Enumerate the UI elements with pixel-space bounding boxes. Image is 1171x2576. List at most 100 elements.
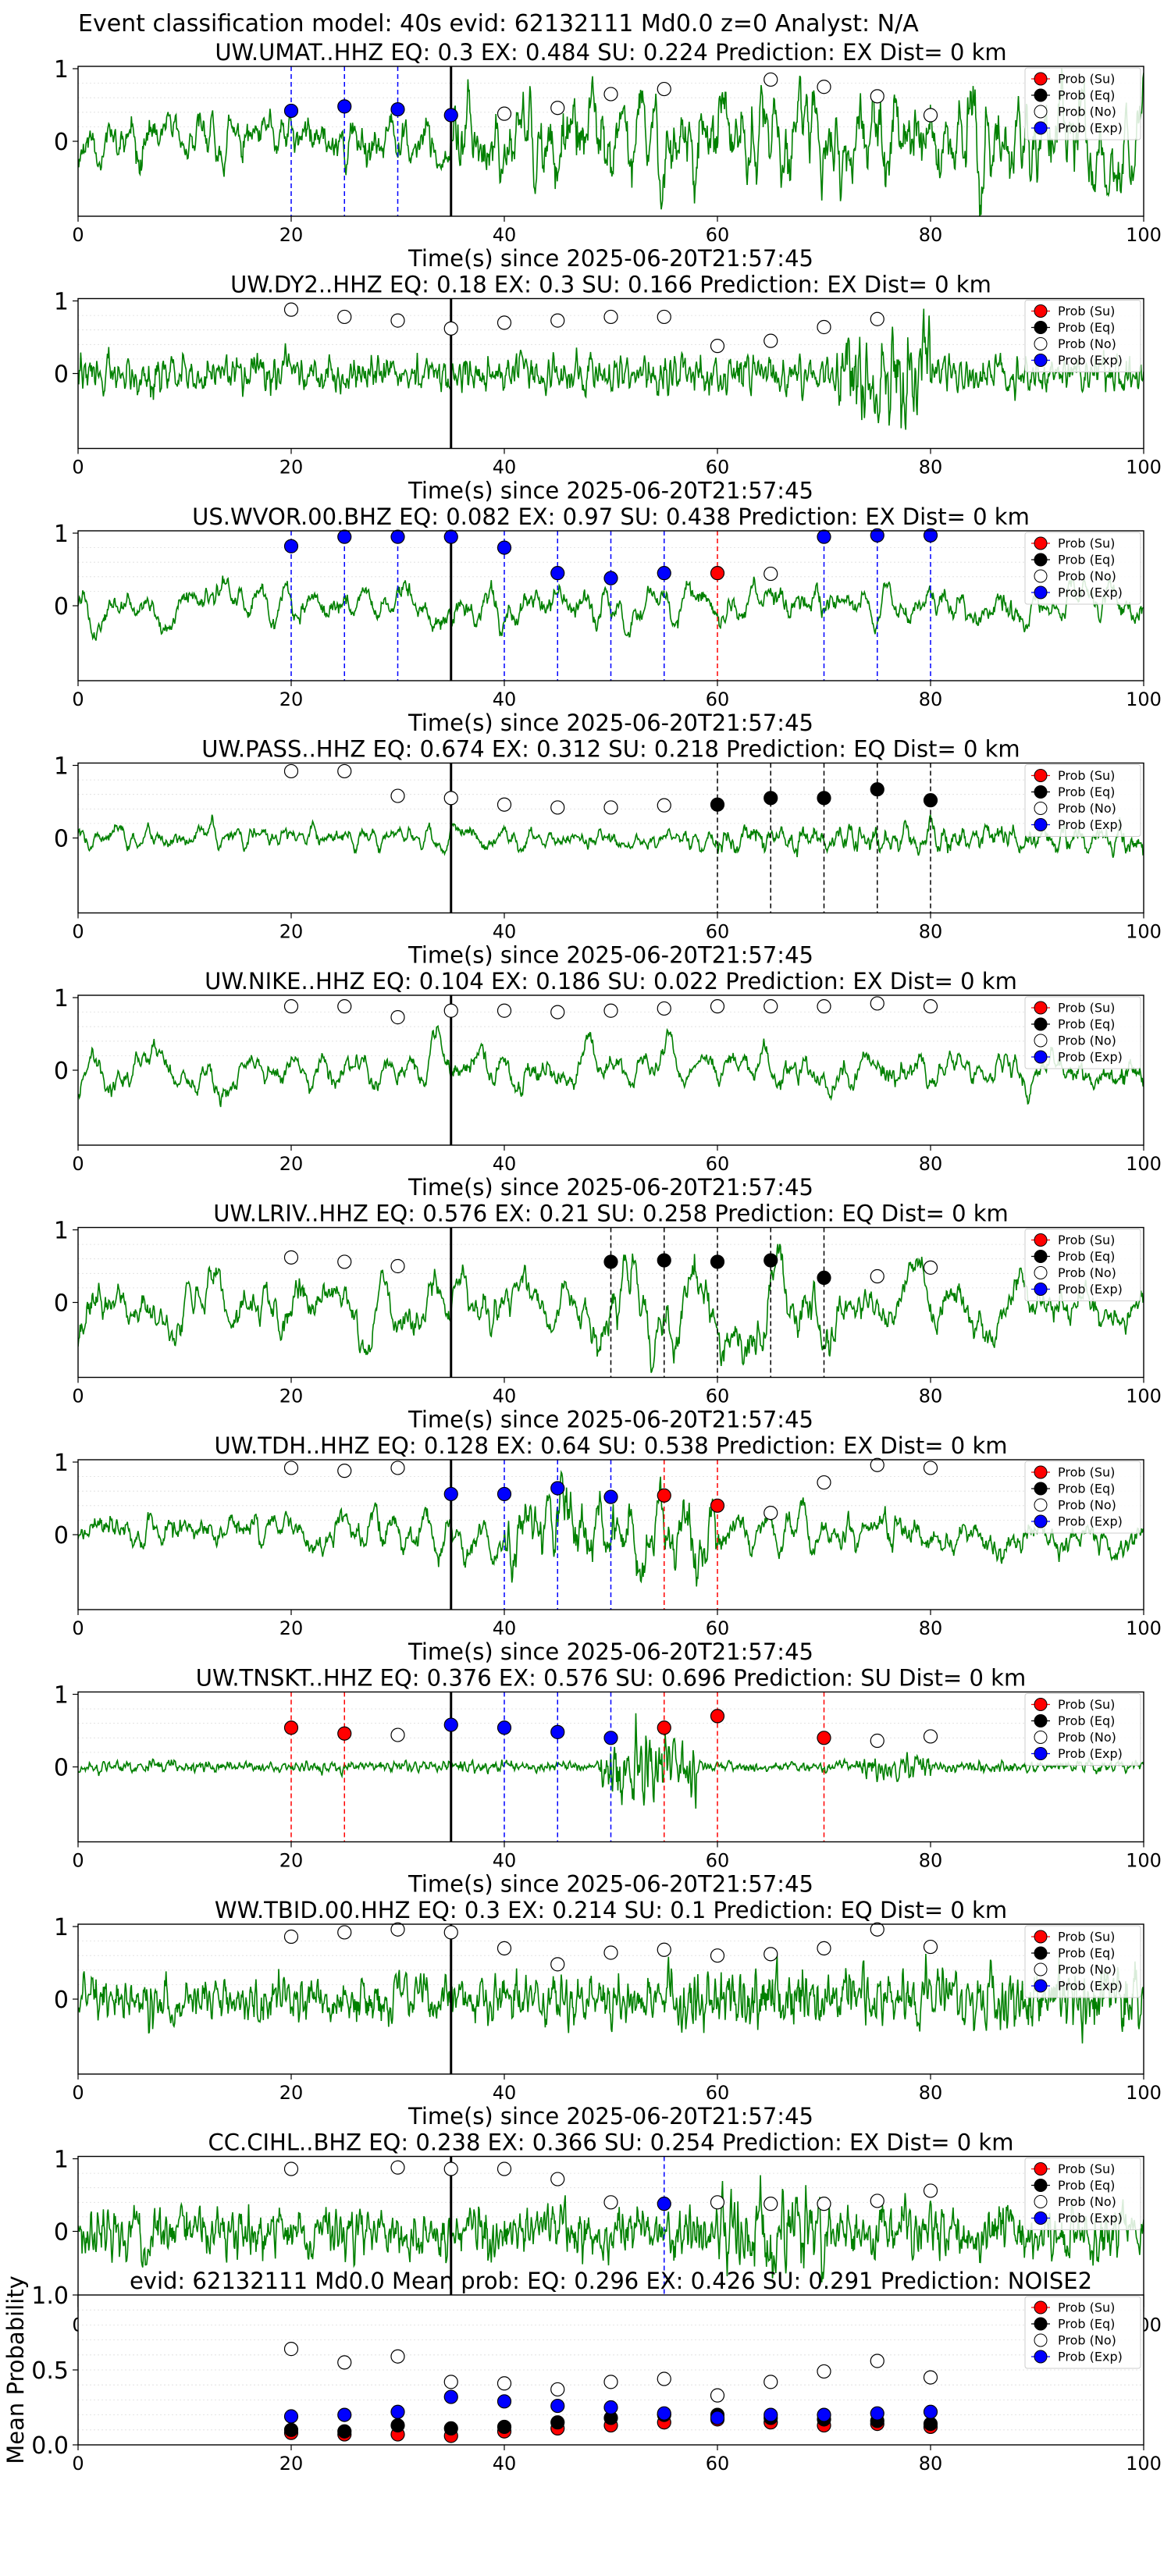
legend-label-exp: Prob (Exp) [1058,1050,1123,1065]
x-tick-label: 60 [706,1153,730,1175]
y-tick-label: 0 [54,1987,69,2014]
y-tick-label: 1 [54,2147,69,2174]
prob-point-exp [603,571,618,585]
legend-marker-no [1034,337,1048,350]
prob-point-no [870,996,884,1011]
prob-point-no [603,87,618,101]
prob-point-exp [603,1489,618,1504]
prob-point-no [337,763,352,779]
y-tick-label: 1 [54,1450,69,1477]
legend-marker-no [1034,1266,1048,1279]
panel-title: evid: 62132111 Md0.0 Mean prob: EQ: 0.29… [130,2268,1092,2294]
legend-label-exp: Prob (Exp) [1058,353,1123,368]
prob-point-no [657,798,671,813]
mean-point-eq [550,2415,565,2430]
prob-point-no [390,1461,405,1475]
legend-label-eq: Prob (Eq) [1058,1713,1115,1728]
waveform-trace [78,1953,1144,2044]
prob-point-no [390,1010,405,1025]
x-tick-label: 100 [1126,1850,1162,1872]
y-tick-label: 1 [54,289,69,316]
plot-area [78,995,1144,1145]
legend: Prob (Su)Prob (Eq)Prob (No)Prob (Exp) [1024,532,1141,605]
legend-marker-su [1034,1233,1048,1247]
x-tick-label: 20 [279,224,304,246]
x-tick-label: 20 [279,2453,304,2475]
prob-point-no [550,1005,565,1019]
prob-point-no [603,1003,618,1018]
prob-point-no [923,2183,938,2198]
prob-point-no [870,1457,884,1472]
x-tick-label: 0 [72,688,84,710]
x-tick-label: 40 [493,224,517,246]
waveform-trace [78,1713,1144,1809]
waveform-trace [78,1024,1144,1108]
legend-marker-eq [1034,785,1048,799]
panel-title: UW.PASS..HHZ EQ: 0.674 EX: 0.312 SU: 0.2… [201,736,1020,763]
legend-label-no: Prob (No) [1058,1962,1116,1977]
legend-label-eq: Prob (Eq) [1058,1017,1115,1032]
x-tick-label: 20 [279,1617,304,1639]
x-tick-label: 0 [72,1153,84,1175]
prob-point-no [763,1505,778,1521]
waveform-trace [78,575,1144,641]
prob-point-no [817,2197,831,2211]
prob-point-no [710,1948,725,1963]
prob-point-no [603,309,618,325]
mean-point-eq [443,2421,458,2435]
prob-point-no [550,800,565,815]
prob-point-no [390,788,405,803]
legend-label-su: Prob (Su) [1058,1233,1115,1247]
prob-point-no [763,566,778,582]
legend: Prob (Su)Prob (Eq)Prob (No)Prob (Exp) [1024,764,1141,837]
mean-probability-panel: evid: 62132111 Md0.0 Mean prob: EQ: 0.29… [2,2268,1162,2475]
legend-label-exp: Prob (Exp) [1058,1979,1123,1994]
legend-marker-eq [1034,1482,1048,1496]
y-tick-label: 1 [54,1218,69,1245]
x-axis-label: Time(s) since 2025-06-20T21:57:45 [408,1174,813,1201]
prob-point-exp [390,101,405,117]
x-tick-label: 80 [919,457,943,479]
prob-point-no [283,302,299,317]
y-tick-label: 0 [54,1058,69,1085]
prob-point-no [390,313,405,328]
prob-point-eq [603,1254,618,1269]
legend-label-no: Prob (No) [1058,801,1116,816]
prob-point-exp [817,529,831,544]
prob-point-no [443,2161,458,2176]
mean-point-exp [763,2407,778,2422]
y-tick-label: 1 [54,1682,69,1710]
legend-label-no: Prob (No) [1058,569,1116,584]
prob-point-eq [870,782,884,797]
x-tick-label: 20 [279,457,304,479]
prob-point-no [550,2172,565,2186]
legend-marker-no [1034,1498,1048,1512]
legend-label-su: Prob (Su) [1058,768,1115,783]
y-tick-label: 0 [54,1755,69,1782]
prob-point-no [817,1475,831,1490]
y-tick-label: 1 [54,985,69,1012]
legend-label-exp: Prob (Exp) [1058,2211,1123,2226]
legend-marker-exp [1034,354,1048,367]
legend-marker-exp [1034,585,1048,600]
x-axis-label: Time(s) since 2025-06-20T21:57:45 [408,942,813,969]
x-tick-label: 80 [919,2082,943,2104]
x-tick-label: 60 [706,1617,730,1639]
prob-point-no [710,999,725,1014]
prob-point-su [337,1726,352,1741]
panel-title: UW.TDH..HHZ EQ: 0.128 EX: 0.64 SU: 0.538… [214,1432,1007,1459]
legend-label-no: Prob (No) [1058,1498,1116,1513]
legend-marker-exp [1034,1747,1048,1760]
plot-area [78,763,1144,913]
legend-label-su: Prob (Su) [1058,1001,1115,1016]
x-tick-label: 20 [279,1153,304,1175]
legend-label-no: Prob (No) [1058,336,1116,351]
prob-point-no [603,2195,618,2210]
legend-marker-eq [1034,553,1048,567]
prob-point-eq [710,1254,725,1269]
prob-point-no [497,106,512,121]
panel-title: UW.TNSKT..HHZ EQ: 0.376 EX: 0.576 SU: 0.… [196,1665,1026,1692]
prob-point-exp [283,539,299,553]
y-tick-label: 0 [54,1522,69,1550]
x-tick-label: 0 [72,224,84,246]
